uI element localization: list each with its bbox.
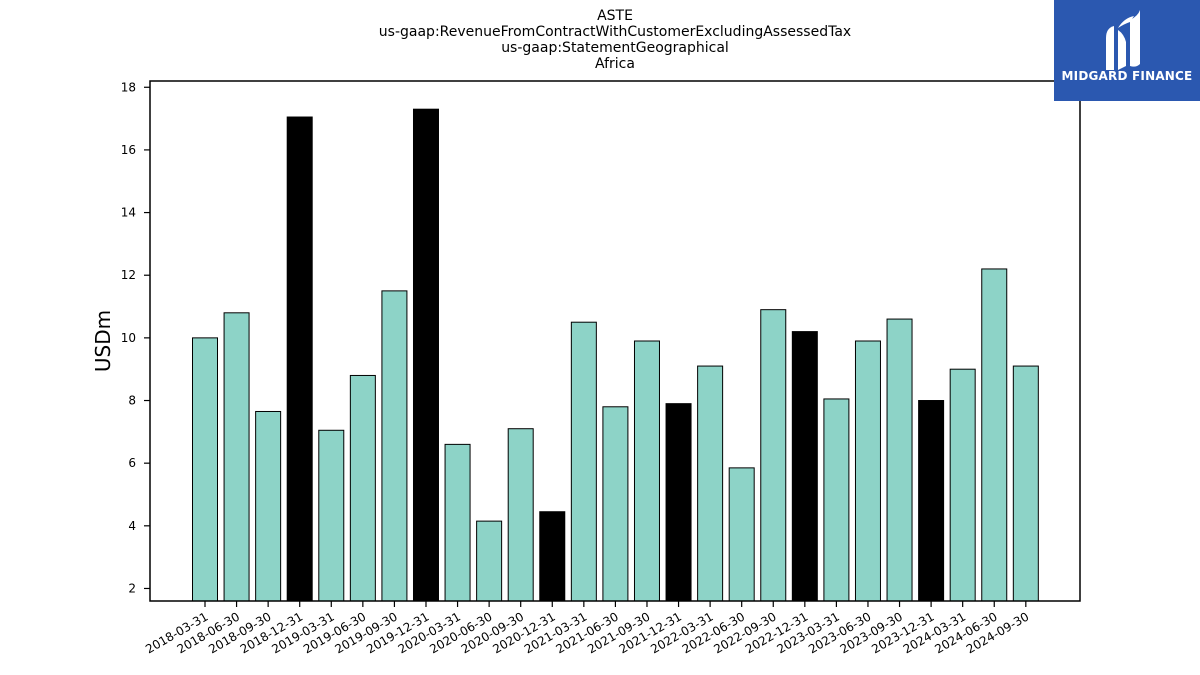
bar-2022-03-31 (697, 365, 724, 602)
bar-2018-03-31 (192, 337, 218, 602)
y-tick-label: 18 (121, 80, 136, 94)
chart-title-line-4: Africa (595, 56, 635, 72)
y-tick-label: 12 (121, 268, 136, 282)
bars-group (192, 108, 1039, 602)
y-tick-label: 6 (128, 456, 136, 470)
bar-2019-06-30 (349, 374, 376, 602)
midgard-finance-logo: MIDGARD FINANCE (1054, 0, 1200, 101)
y-axis: 2 4 6 8 10 12 14 16 18 (121, 80, 150, 595)
bar-2019-12-31 (412, 108, 439, 602)
chart-title-line-1: ASTE (597, 8, 633, 24)
bar-2024-06-30 (981, 268, 1008, 602)
y-axis-label: USDm (91, 310, 115, 372)
x-axis: 2018-03-312018-06-302018-09-302018-12-31… (143, 601, 1031, 656)
bar-2018-09-30 (255, 410, 282, 602)
bar-2020-12-31 (539, 511, 566, 602)
midgard-logo-icon (1106, 10, 1140, 70)
bar-2020-09-30 (507, 428, 534, 602)
bar-2022-09-30 (760, 309, 787, 602)
y-tick-label: 2 (128, 581, 136, 595)
bar-2018-12-31 (286, 116, 313, 602)
bar-2023-12-31 (918, 400, 945, 602)
logo-text: MIDGARD FINANCE (1061, 69, 1193, 83)
bar-2021-03-31 (570, 321, 597, 602)
y-tick-label: 10 (121, 331, 136, 345)
bar-2023-06-30 (854, 340, 881, 602)
bar-2020-06-30 (476, 520, 503, 602)
bar-2022-12-31 (791, 331, 818, 602)
y-tick-label: 16 (121, 143, 136, 157)
bar-2023-03-31 (823, 398, 850, 602)
y-tick-label: 14 (121, 206, 136, 220)
bar-2024-09-30 (1012, 365, 1039, 602)
bar-2021-09-30 (633, 340, 660, 602)
bar-2020-03-31 (444, 443, 471, 602)
chart-title-line-3: us-gaap:StatementGeographical (501, 40, 729, 56)
y-tick-label: 4 (128, 519, 136, 533)
bar-2024-03-31 (949, 368, 976, 602)
bar-2019-09-30 (381, 290, 408, 602)
bar-2023-09-30 (886, 318, 913, 602)
bar-2021-06-30 (602, 406, 629, 602)
bar-2019-03-31 (318, 429, 345, 602)
y-tick-label: 8 (128, 394, 136, 408)
plot-frame (149, 80, 1081, 602)
bar-2021-12-31 (665, 403, 692, 602)
bar-2022-06-30 (728, 467, 755, 602)
chart-title-line-2: us-gaap:RevenueFromContractWithCustomerE… (378, 24, 852, 40)
bar-2018-06-30 (223, 312, 250, 602)
